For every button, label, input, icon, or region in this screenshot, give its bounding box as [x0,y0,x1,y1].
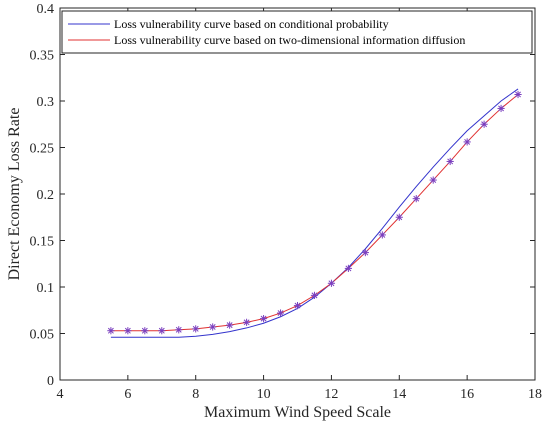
x-tick-label: 12 [324,387,338,402]
data-point [158,327,166,335]
data-point [124,327,132,335]
data-point [243,318,251,326]
data-point [480,120,488,128]
data-point [141,327,149,335]
x-tick-label: 8 [192,387,199,402]
data-point [327,279,336,287]
data-point [463,138,471,146]
y-tick-label: 0.25 [30,142,55,157]
legend-entry-1: Loss vulnerability curve based on condit… [114,17,389,31]
axes: 4 6 8 10 12 14 16 18 0 0.05 0.1 0.15 0.2 0.25 0.3 0.35 0… [30,2,543,402]
x-tick-label: 18 [528,387,542,402]
data-point [514,90,522,99]
y-tick-label: 0.2 [37,188,55,203]
data-point [344,264,352,272]
legend: Loss vulnerability curve based on condit… [61,10,533,54]
data-point [310,291,319,299]
legend-entry-2: Loss vulnerability curve based on two-di… [114,33,465,47]
x-tick-label: 16 [460,387,474,402]
y-tick-label: 0 [47,374,54,389]
data-point [192,325,200,333]
data-point [378,231,386,239]
data-point [412,195,420,203]
data-point [276,309,285,317]
x-tick-label: 14 [392,387,406,402]
plot-area [59,7,536,381]
plot-frame [59,7,536,381]
y-tick-label: 0.35 [30,49,55,64]
legend-box [61,10,533,54]
data-point [293,302,302,310]
data-point [107,327,115,335]
data-point [175,326,183,334]
y-tick-label: 0.3 [37,95,55,110]
y-tick-label: 0.05 [30,328,55,343]
data-point [497,104,505,113]
data-point [259,315,268,323]
data-point [446,157,454,166]
x-axis-label: Maximum Wind Speed Scale [204,404,391,421]
y-tick-label: 0.1 [37,281,55,296]
y-tick-label: 0.4 [37,2,55,17]
data-point [361,248,369,257]
x-tick-label: 4 [57,387,64,402]
series-layer [107,88,522,338]
data-point [226,321,234,329]
y-tick-label: 0.15 [30,235,55,250]
x-tick-label: 6 [124,387,131,402]
y-axis-label: Direct Economy Loss Rate [6,108,23,281]
data-point [429,176,437,184]
x-tick-label: 10 [257,387,271,402]
data-point [209,323,217,331]
data-point [395,213,403,221]
